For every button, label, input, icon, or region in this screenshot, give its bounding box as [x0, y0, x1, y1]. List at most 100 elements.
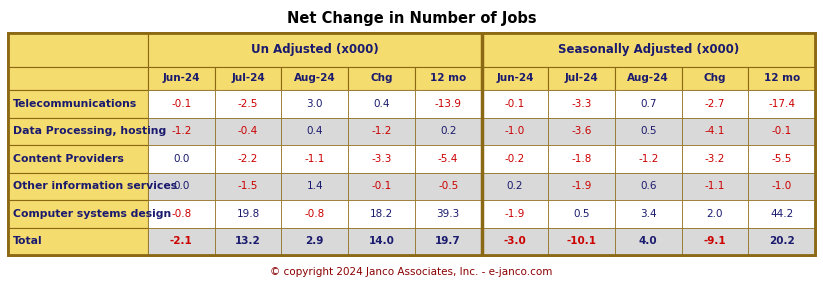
Bar	[8, 33, 815, 255]
Bar	[481, 173, 548, 200]
Text: 4.0: 4.0	[639, 236, 658, 246]
Text: 0.0: 0.0	[173, 181, 189, 191]
Text: -17.4: -17.4	[768, 99, 795, 109]
Text: 44.2: 44.2	[770, 209, 793, 219]
Text: 0.5: 0.5	[574, 209, 590, 219]
Bar	[481, 200, 548, 227]
Text: Jul-24: Jul-24	[565, 73, 598, 83]
Text: Total: Total	[13, 236, 43, 246]
Bar	[8, 173, 148, 200]
Bar	[215, 173, 281, 200]
Text: -2.7: -2.7	[704, 99, 725, 109]
Text: 39.3: 39.3	[436, 209, 460, 219]
Text: Computer systems design: Computer systems design	[13, 209, 171, 219]
Bar	[8, 33, 148, 67]
Text: -3.2: -3.2	[704, 154, 725, 164]
Bar	[215, 67, 281, 90]
Text: Un Adjusted (x000): Un Adjusted (x000)	[251, 43, 379, 57]
Text: -0.8: -0.8	[171, 209, 192, 219]
Bar	[415, 90, 481, 117]
Bar	[215, 227, 281, 255]
Bar	[148, 173, 215, 200]
Text: 14.0: 14.0	[369, 236, 394, 246]
Bar	[681, 90, 748, 117]
Text: 19.7: 19.7	[435, 236, 461, 246]
Text: -1.1: -1.1	[305, 154, 325, 164]
Text: -10.1: -10.1	[566, 236, 597, 246]
Bar	[615, 90, 681, 117]
Bar	[415, 67, 481, 90]
Bar	[8, 33, 815, 255]
Text: -1.8: -1.8	[571, 154, 592, 164]
Bar	[681, 145, 748, 173]
Bar	[281, 117, 348, 145]
Text: 3.0: 3.0	[306, 99, 323, 109]
Bar	[748, 90, 815, 117]
Text: Content Providers: Content Providers	[13, 154, 124, 164]
Bar	[681, 173, 748, 200]
Text: 3.4: 3.4	[640, 209, 657, 219]
Text: Aug-24: Aug-24	[294, 73, 336, 83]
Bar	[8, 67, 148, 90]
Bar	[148, 33, 481, 67]
Bar	[348, 67, 415, 90]
Bar	[681, 227, 748, 255]
Bar	[748, 227, 815, 255]
Text: 2.9: 2.9	[305, 236, 324, 246]
Text: -0.8: -0.8	[305, 209, 325, 219]
Bar	[415, 117, 481, 145]
Bar	[481, 227, 548, 255]
Bar	[748, 67, 815, 90]
Text: -5.4: -5.4	[438, 154, 458, 164]
Text: Data Processing, hosting: Data Processing, hosting	[13, 126, 166, 136]
Text: -1.2: -1.2	[371, 126, 392, 136]
Bar	[615, 173, 681, 200]
Text: -0.1: -0.1	[504, 99, 525, 109]
Bar	[348, 117, 415, 145]
Bar	[481, 67, 548, 90]
Text: -1.1: -1.1	[704, 181, 725, 191]
Text: 18.2: 18.2	[370, 209, 393, 219]
Bar	[148, 227, 215, 255]
Text: -0.2: -0.2	[504, 154, 525, 164]
Text: -1.9: -1.9	[504, 209, 525, 219]
Text: -2.1: -2.1	[170, 236, 193, 246]
Text: Other information services: Other information services	[13, 181, 177, 191]
Bar	[8, 227, 148, 255]
Bar	[148, 90, 215, 117]
Bar	[281, 145, 348, 173]
Text: -0.1: -0.1	[771, 126, 792, 136]
Text: -9.1: -9.1	[704, 236, 726, 246]
Bar	[748, 117, 815, 145]
Text: -1.5: -1.5	[238, 181, 258, 191]
Text: 19.8: 19.8	[236, 209, 260, 219]
Text: 12 mo: 12 mo	[430, 73, 467, 83]
Bar	[548, 145, 615, 173]
Bar	[681, 200, 748, 227]
Bar	[548, 200, 615, 227]
Bar	[8, 90, 148, 117]
Text: 0.4: 0.4	[373, 99, 390, 109]
Text: 0.6: 0.6	[640, 181, 657, 191]
Text: Jun-24: Jun-24	[496, 73, 533, 83]
Text: -13.9: -13.9	[435, 99, 462, 109]
Bar	[281, 90, 348, 117]
Bar	[348, 227, 415, 255]
Bar	[748, 200, 815, 227]
Bar	[148, 200, 215, 227]
Bar	[215, 90, 281, 117]
Text: -2.2: -2.2	[238, 154, 258, 164]
Bar	[281, 173, 348, 200]
Text: 0.4: 0.4	[306, 126, 323, 136]
Text: 0.2: 0.2	[507, 181, 523, 191]
Text: -0.1: -0.1	[371, 181, 392, 191]
Text: -0.5: -0.5	[438, 181, 458, 191]
Bar	[8, 145, 148, 173]
Bar	[415, 173, 481, 200]
Bar	[548, 173, 615, 200]
Text: Aug-24: Aug-24	[627, 73, 669, 83]
Text: 0.7: 0.7	[640, 99, 657, 109]
Bar	[615, 67, 681, 90]
Bar	[8, 200, 148, 227]
Bar	[148, 117, 215, 145]
